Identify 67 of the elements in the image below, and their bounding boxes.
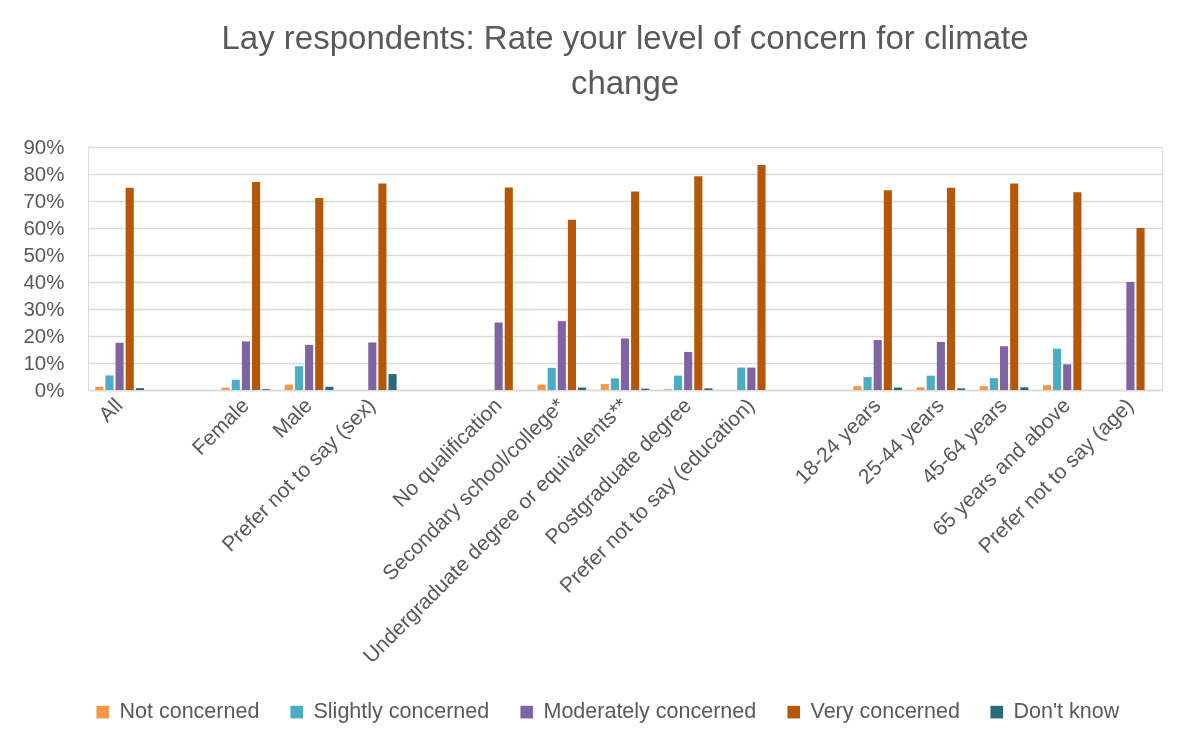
y-tick-label: 30% xyxy=(23,296,65,320)
legend-label: Slightly concerned xyxy=(313,699,490,724)
bar xyxy=(378,183,387,390)
legend-label: Very concerned xyxy=(810,699,960,724)
bar xyxy=(883,190,892,390)
bar xyxy=(1073,192,1082,390)
bar xyxy=(305,344,314,390)
bar xyxy=(1053,348,1062,390)
y-tick-label: 50% xyxy=(23,242,65,266)
bar xyxy=(694,176,703,390)
y-tick-label: 80% xyxy=(23,161,65,185)
bar xyxy=(284,384,293,390)
bar xyxy=(1042,385,1052,390)
bar xyxy=(873,340,882,390)
bar xyxy=(231,379,240,390)
bar xyxy=(567,219,577,390)
bar xyxy=(1136,228,1145,390)
y-tick-label: 40% xyxy=(23,269,65,293)
y-tick-label: 20% xyxy=(23,323,65,347)
bar xyxy=(916,387,925,390)
y-tick-label: 90% xyxy=(23,134,65,158)
bar xyxy=(853,386,862,390)
bar xyxy=(388,374,397,390)
x-tick-label: All xyxy=(93,393,127,427)
bar xyxy=(95,386,104,390)
bar xyxy=(610,378,619,390)
chart-title: Lay respondents: Rate your level of concern for climate change xyxy=(221,19,1029,101)
y-tick-label: 70% xyxy=(23,188,65,212)
bar xyxy=(737,367,746,390)
bar xyxy=(252,182,261,390)
bar xyxy=(684,351,693,390)
bar xyxy=(294,366,304,390)
bar xyxy=(115,342,124,390)
bar xyxy=(494,322,503,390)
bar xyxy=(325,386,334,390)
bar xyxy=(547,367,556,390)
bar xyxy=(1010,183,1019,390)
bar xyxy=(600,384,609,390)
bar xyxy=(1000,346,1009,390)
bar xyxy=(979,386,988,390)
bar xyxy=(936,341,945,390)
bar xyxy=(757,165,766,390)
y-tick-label: 60% xyxy=(23,215,65,239)
bar xyxy=(557,321,566,390)
bar xyxy=(620,338,630,390)
bar xyxy=(946,187,956,390)
y-tick-label: 10% xyxy=(23,350,65,374)
bar xyxy=(368,342,377,390)
bar xyxy=(631,191,640,390)
bar xyxy=(863,377,872,390)
bar xyxy=(105,375,114,390)
bar xyxy=(1020,387,1029,390)
bar xyxy=(989,378,998,390)
bar xyxy=(747,367,756,390)
bar xyxy=(1063,364,1072,390)
bar xyxy=(504,187,513,390)
y-tick-label: 0% xyxy=(34,377,65,401)
bar xyxy=(241,341,250,390)
bar xyxy=(315,198,324,390)
bar xyxy=(673,375,683,390)
legend-label: Moderately concerned xyxy=(543,699,757,724)
legend-label: Not concerned xyxy=(119,699,260,724)
bar xyxy=(1126,282,1135,390)
legend-label: Don't know xyxy=(1013,699,1120,724)
bar xyxy=(125,187,134,390)
bar xyxy=(926,375,935,390)
bar xyxy=(537,384,546,390)
